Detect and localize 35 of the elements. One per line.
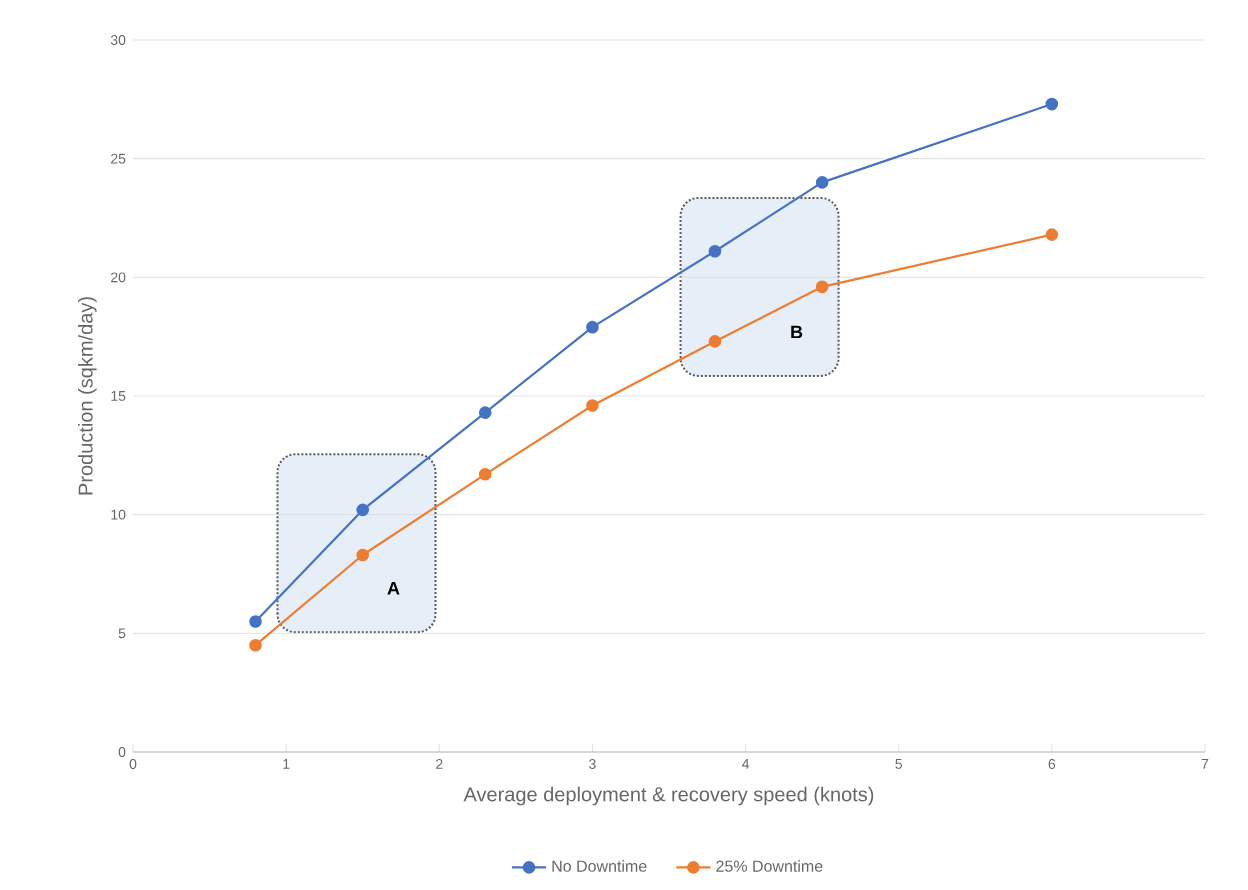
y-tick-label: 30 <box>110 35 126 45</box>
x-tick-label: 2 <box>436 759 443 769</box>
x-tick-label: 0 <box>129 759 137 769</box>
y-tick-label: 15 <box>111 391 126 401</box>
point <box>249 615 262 628</box>
y-tick-label: 20 <box>111 272 126 283</box>
x-tick-label: 1 <box>283 759 290 769</box>
point <box>815 280 829 294</box>
y-tick-label: 5 <box>118 628 126 639</box>
point <box>1045 97 1059 111</box>
point <box>356 548 370 562</box>
point <box>708 244 722 258</box>
point <box>478 468 492 481</box>
x-tick-label: 6 <box>1048 759 1056 769</box>
legend-label: No Downtime <box>552 860 647 872</box>
annotation: A <box>387 582 400 595</box>
x-tick-label: 7 <box>1201 759 1209 769</box>
point <box>708 335 722 348</box>
point <box>586 399 599 412</box>
x-axis-title: Average deployment & recovery speed (knots) <box>463 786 874 806</box>
x-tick-label: 5 <box>895 759 902 769</box>
point <box>815 176 829 189</box>
point <box>1045 228 1059 241</box>
x-tick-label: 4 <box>741 759 750 769</box>
legend-label: 25% Downtime <box>716 860 823 872</box>
point <box>249 638 262 652</box>
y-tick-label: 0 <box>118 747 126 757</box>
y-axis-title: Production (sqkm/day) <box>77 297 97 495</box>
x-tick-label: 3 <box>589 759 596 769</box>
point <box>356 503 370 517</box>
y-tick-label: 25 <box>111 153 126 164</box>
point <box>586 320 599 334</box>
point <box>478 406 492 419</box>
y-tick-label: 10 <box>111 509 126 520</box>
annotation: B <box>791 325 803 339</box>
